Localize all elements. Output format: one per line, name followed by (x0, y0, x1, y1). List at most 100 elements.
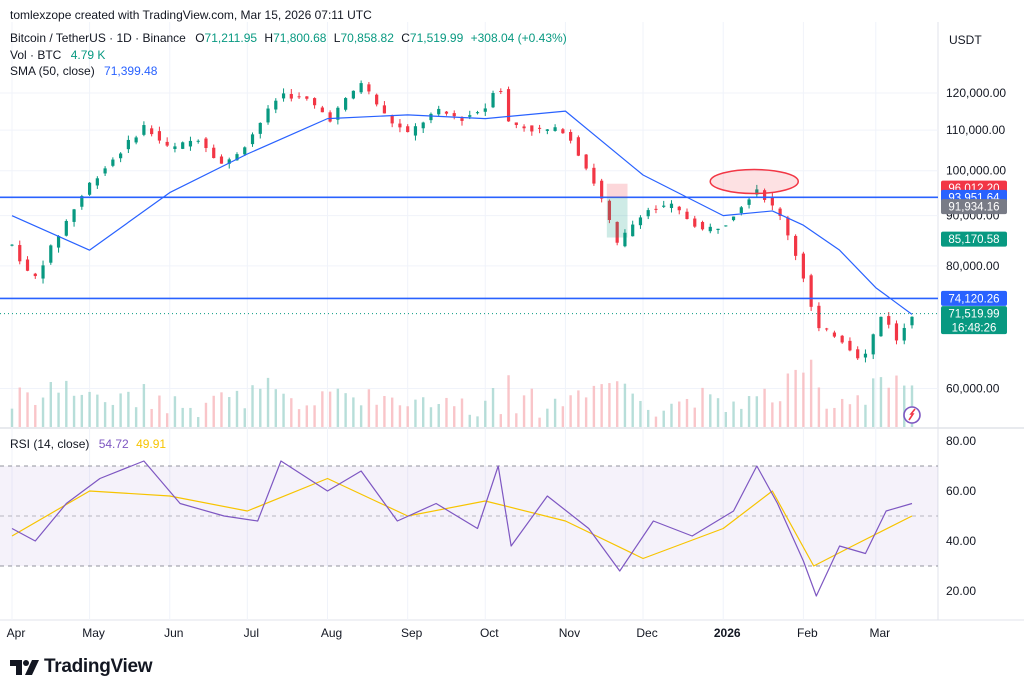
volume-bar (639, 400, 642, 427)
volume-bar (584, 397, 588, 427)
volume-bar (352, 397, 355, 427)
candle-body (336, 107, 340, 120)
volume-bar (515, 413, 518, 427)
candle-body (157, 131, 162, 141)
volume-bar (41, 397, 45, 427)
tradingview-logo-text: TradingView (44, 656, 153, 677)
volume-bar (732, 401, 735, 427)
candle-body (778, 208, 782, 216)
volume-bar (142, 384, 146, 427)
volume-bar (235, 390, 239, 427)
candle-body (25, 259, 30, 271)
candle-body (894, 323, 899, 341)
candle-body (119, 153, 123, 159)
price-marker-badge[interactable] (941, 199, 1007, 215)
ohlc-high-label: H (264, 31, 274, 45)
price-marker-badge[interactable] (941, 231, 1007, 247)
rsi-band (0, 466, 938, 566)
candle-body (41, 265, 45, 279)
candle-body (72, 209, 76, 222)
risk-zone-box[interactable] (606, 183, 628, 198)
volume-bar (375, 404, 378, 427)
time-tick-label: Sep (401, 626, 423, 640)
candle-body (258, 122, 262, 134)
volume-bar (840, 398, 844, 427)
candle-body (623, 232, 627, 247)
volume-bar (476, 416, 479, 427)
candle-body (654, 208, 658, 210)
time-tick-label: May (82, 626, 105, 640)
created-by-text: tomlexzope created with TradingView.com,… (10, 8, 372, 22)
tradingview-logo[interactable]: TradingView (10, 656, 153, 678)
volume-bar (212, 395, 215, 427)
volume-legend[interactable]: Vol · BTC 4.79 K (10, 48, 105, 62)
volume-bar (383, 396, 386, 427)
volume-bar (290, 398, 293, 427)
volume-bar (499, 414, 502, 427)
volume-bar (445, 397, 448, 427)
sma-legend[interactable]: SMA (50, close) 71,399.48 (10, 64, 157, 78)
volume-bar (647, 409, 650, 427)
candle-body (165, 141, 169, 146)
volume-bar (359, 405, 363, 427)
price-marker-badge[interactable] (941, 290, 1007, 306)
price-marker-badge[interactable] (941, 306, 1007, 335)
volume-bar (685, 398, 689, 427)
candle-body (421, 122, 425, 129)
volume-bar (437, 404, 440, 427)
ohlc-low: 70,858.82 (340, 31, 394, 45)
candle-body (747, 199, 751, 205)
volume-bar (111, 404, 115, 427)
candle-body (832, 332, 837, 337)
candle-body (328, 112, 332, 122)
candle-body (669, 203, 674, 209)
rsi-ma-line (11, 477, 913, 567)
candle-body (196, 140, 200, 142)
rsi-legend[interactable]: RSI (14, close) 54.72 49.91 (10, 437, 166, 451)
candle-body (817, 305, 821, 329)
volume-bar (507, 375, 510, 427)
candle-body (80, 196, 84, 207)
candle-body (584, 154, 588, 169)
volume-bar (716, 398, 720, 427)
candle-body (49, 245, 53, 263)
candle-body (786, 217, 790, 236)
candle-body (181, 142, 185, 149)
candle-body (646, 210, 650, 217)
volume-bar (724, 412, 727, 427)
time-tick-label: Nov (559, 626, 580, 640)
price-tick-label: 120,000.00 (946, 86, 1006, 100)
candle-body (825, 328, 829, 330)
candle-body (188, 140, 193, 147)
volume-bar (491, 387, 495, 427)
time-tick-label: Feb (797, 626, 818, 640)
volume-bar (165, 413, 169, 427)
reward-zone-box[interactable] (606, 197, 628, 238)
ohlc-open: 71,211.95 (204, 31, 258, 45)
volume-bar (771, 402, 774, 427)
candle-body (468, 115, 472, 117)
rsi-tick-label: 40.00 (946, 534, 976, 548)
candle-body (413, 126, 418, 136)
candle-body (662, 205, 666, 207)
candle-body (522, 126, 526, 129)
highlight-ellipse[interactable] (709, 168, 799, 195)
candle-body (514, 122, 518, 125)
time-tick-label: Oct (480, 626, 499, 640)
candle-body (452, 113, 456, 117)
candle-body (289, 93, 293, 99)
volume-bar (879, 377, 883, 427)
candle-body (693, 218, 697, 227)
candle-body (18, 245, 22, 262)
currency-label[interactable]: USDT (949, 33, 982, 47)
volume-bar (220, 392, 223, 427)
volume-bar (848, 404, 852, 427)
volume-bar (701, 387, 704, 427)
symbol-legend: Bitcoin / TetherUS · 1D · Binance O71,21… (10, 31, 567, 45)
volume-bar (197, 417, 200, 427)
candle-body (235, 154, 239, 161)
candle-body (910, 316, 914, 326)
symbol-title[interactable]: Bitcoin / TetherUS · 1D · Binance (10, 31, 186, 45)
ohlc-close: 71,519.99 (409, 31, 464, 45)
